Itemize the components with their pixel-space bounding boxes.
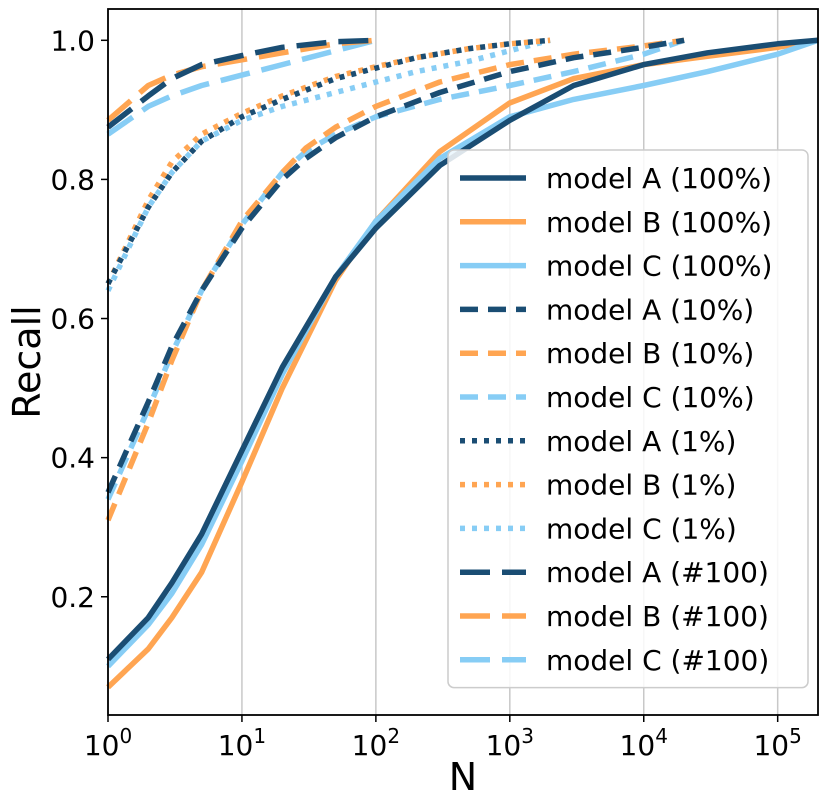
legend-label: model C (1%): [546, 512, 737, 545]
legend-label: model B (100%): [546, 206, 772, 239]
legend-box: [447, 149, 809, 689]
y-tick-label: 0.4: [50, 442, 95, 475]
series-line-model-a-10: [105, 37, 685, 494]
legend-label: model B (#100): [546, 600, 769, 633]
legend-label: model B (10%): [546, 337, 754, 370]
series-line-model-b-100: [106, 37, 377, 123]
x-tick-label: 101: [218, 724, 266, 762]
series-line-model-a-100: [106, 37, 819, 662]
series-line-model-a-1: [105, 37, 551, 285]
legend-label: model A (100%): [546, 162, 772, 195]
y-tick-label: 0.6: [50, 303, 95, 336]
legend-label: model B (1%): [546, 469, 736, 502]
legend-label: model A (1%): [546, 425, 736, 458]
x-tick-label: 104: [620, 724, 668, 762]
y-tick-label: 0.2: [50, 581, 95, 614]
x-tick-label: 100: [84, 724, 132, 762]
axis-ticks: 100 101 102 103 104 105 0.2 0.4 0.6 0.8 1.0: [50, 24, 801, 762]
legend-label: model A (10%): [546, 293, 754, 326]
x-tick-label: 105: [753, 724, 801, 762]
series-line-model-b-1: [105, 37, 551, 285]
x-tick-label: 103: [486, 724, 534, 762]
series-line-model-b-10: [105, 37, 685, 522]
legend: model A (100%) model B (100%) model C (100…: [447, 149, 809, 689]
plot-frame: [107, 8, 819, 716]
series-line-model-a-100: [106, 37, 376, 130]
legend-label: model C (10%): [546, 381, 755, 414]
series-line-model-c-100: [106, 37, 377, 137]
series-line-model-c-10: [105, 37, 685, 501]
legend-label: model A (#100): [546, 556, 769, 589]
y-tick-label: 1.0: [50, 24, 95, 57]
x-tick-label: 102: [352, 724, 400, 762]
y-tick-label: 0.8: [50, 163, 95, 196]
y-axis-title: Recall: [5, 305, 49, 418]
series-line-model-c-100: [106, 37, 819, 669]
series-layer: [105, 37, 819, 690]
legend-label: model C (100%): [546, 250, 772, 283]
legend-label: model C (#100): [546, 644, 769, 677]
x-axis-title: N: [449, 755, 477, 799]
